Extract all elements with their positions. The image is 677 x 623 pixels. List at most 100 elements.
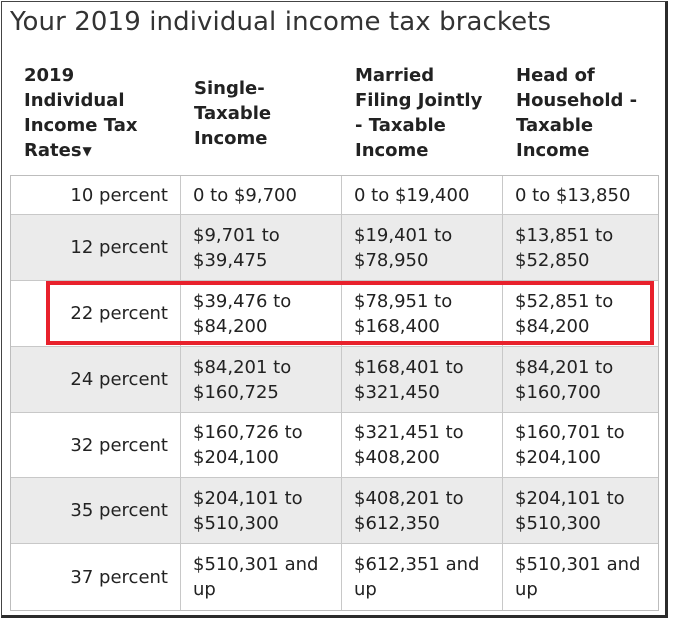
cell-text: $204,100 [193, 447, 279, 468]
married-cell: $78,951 to $168,400 [342, 281, 503, 346]
rate-cell: 37 percent [11, 544, 181, 610]
cell-text: $510,301 and [193, 554, 319, 575]
cell-text: $52,850 [515, 249, 590, 271]
head-cell: $84,201 to $160,700 [503, 347, 658, 412]
cell-text: $84,200 [515, 315, 590, 337]
table-row: 35 percent $204,101 to $510,300 $408,201 … [11, 478, 658, 544]
head-cell: $510,301 and up [503, 544, 658, 610]
cell-text: $52,851 to [515, 290, 614, 312]
cell-text: $321,451 to [354, 422, 464, 443]
married-cell: $168,401 to $321,450 [342, 347, 503, 412]
cell-text: $19,401 to [354, 224, 453, 246]
married-cell: $612,351 and up [342, 544, 503, 610]
cell-text: 12 percent [70, 237, 168, 258]
head-cell: 0 to $13,850 [503, 176, 658, 214]
table-row-highlighted: 22 percent $39,476 to $84,200 $78,951 to $… [11, 281, 658, 347]
rate-cell: 10 percent [11, 176, 181, 214]
married-cell: $408,201 to $612,350 [342, 478, 503, 543]
single-cell: $204,101 to $510,300 [181, 478, 342, 543]
cell-text: $204,101 to [515, 487, 625, 509]
table-row: 10 percent 0 to $9,700 0 to $19,400 0 to… [11, 176, 658, 215]
cell-text: 24 percent [70, 369, 168, 390]
table-row: 12 percent $9,701 to $39,475 $19,401 to $7… [11, 215, 658, 281]
rate-cell: 22 percent [11, 281, 181, 346]
rate-cell: 32 percent [11, 413, 181, 477]
header-head-line: Head of [516, 65, 595, 86]
cell-text: 35 percent [70, 500, 168, 521]
cell-text: $168,400 [354, 315, 440, 337]
cell-text: $510,300 [193, 512, 279, 534]
image-frame [1, 1, 668, 618]
header-single-line: Single- [194, 78, 265, 99]
header-single: Single- Taxable Income [194, 76, 271, 151]
cell-text: $204,100 [515, 447, 601, 468]
cell-text: $78,951 to [354, 290, 453, 312]
header-rates-line: Income Tax [24, 115, 138, 136]
cell-text: $84,200 [193, 315, 268, 337]
cell-text: $204,101 to [193, 487, 303, 509]
single-cell: $39,476 to $84,200 [181, 281, 342, 346]
single-cell: $160,726 to $204,100 [181, 413, 342, 477]
header-rates: 2019 Individual Income Tax Rates▼ [24, 63, 138, 164]
cell-text: $160,726 to [193, 422, 303, 443]
cell-text: $160,700 [515, 381, 601, 403]
cell-text: up [193, 579, 216, 600]
page-title: Your 2019 individual income tax brackets [10, 7, 552, 37]
table-row: 32 percent $160,726 to $204,100 $321,451 … [11, 413, 658, 478]
header-head-line: Taxable [516, 115, 594, 136]
rate-cell: 12 percent [11, 215, 181, 280]
header-rates-line: Individual [24, 90, 125, 111]
table-row: 24 percent $84,201 to $160,725 $168,401 t… [11, 347, 658, 413]
married-cell: 0 to $19,400 [342, 176, 503, 214]
single-cell: $84,201 to $160,725 [181, 347, 342, 412]
cell-text: $84,201 to [193, 356, 292, 378]
header-married-line: Married [355, 65, 435, 86]
married-cell: $19,401 to $78,950 [342, 215, 503, 280]
cell-text: $78,950 [354, 249, 429, 271]
cell-text: $13,851 to [515, 224, 614, 246]
sort-down-icon[interactable]: ▼ [82, 144, 92, 158]
head-cell: $160,701 to $204,100 [503, 413, 658, 477]
cell-text: 32 percent [70, 434, 168, 456]
cell-text: $160,701 to [515, 422, 625, 443]
header-rates-line: 2019 [24, 65, 75, 86]
head-cell: $204,101 to $510,300 [503, 478, 658, 543]
cell-text: 22 percent [70, 303, 168, 324]
cell-text: $408,201 to [354, 487, 464, 509]
head-cell: $52,851 to $84,200 [503, 281, 658, 346]
cell-text: $612,350 [354, 512, 440, 534]
header-head-line: Income [516, 140, 590, 161]
single-cell: 0 to $9,700 [181, 176, 342, 214]
rate-cell: 24 percent [11, 347, 181, 412]
header-single-line: Taxable [194, 103, 272, 124]
cell-text: $510,300 [515, 512, 601, 534]
cell-text: $408,200 [354, 447, 440, 468]
cell-text: $39,475 [193, 249, 268, 271]
single-cell: $510,301 and up [181, 544, 342, 610]
header-married: Married Filing Jointly - Taxable Income [355, 63, 482, 163]
header-married-line: - Taxable [355, 115, 446, 136]
header-single-line: Income [194, 128, 268, 149]
header-head-line: Household - [516, 90, 638, 111]
married-cell: $321,451 to $408,200 [342, 413, 503, 477]
cell-text: $84,201 to [515, 356, 614, 378]
cell-text: up [354, 579, 377, 600]
cell-text: 37 percent [70, 566, 168, 588]
cell-text: $39,476 to [193, 290, 292, 312]
cell-text: up [515, 579, 538, 600]
single-cell: $9,701 to $39,475 [181, 215, 342, 280]
cell-text: $321,450 [354, 381, 440, 403]
rate-cell: 35 percent [11, 478, 181, 543]
header-married-line: Filing Jointly [355, 90, 483, 111]
cell-text: $160,725 [193, 381, 279, 403]
table-row: 37 percent $510,301 and up $612,351 and up… [11, 544, 658, 610]
cell-text: $510,301 and [515, 554, 641, 575]
cell-text: 10 percent [70, 184, 168, 206]
header-head-of-household: Head of Household - Taxable Income [516, 63, 637, 163]
tax-bracket-table: 10 percent 0 to $9,700 0 to $19,400 0 to… [10, 175, 659, 611]
cell-text: $168,401 to [354, 356, 464, 378]
cell-text: $9,701 to [193, 224, 280, 246]
cell-text: $612,351 and [354, 554, 480, 575]
cell-text: 0 to $19,400 [354, 184, 470, 206]
header-rates-line: Rates [24, 140, 82, 161]
